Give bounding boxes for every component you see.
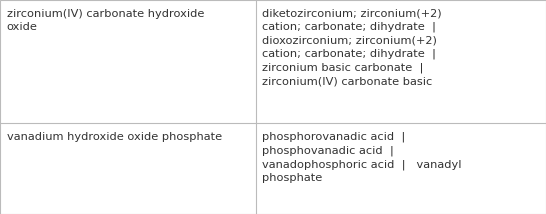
Text: diketozirconium; zirconium(+2)
cation; carbonate; dihydrate  |
dioxozirconium; z: diketozirconium; zirconium(+2) cation; c… — [262, 9, 442, 86]
Text: vanadium hydroxide oxide phosphate: vanadium hydroxide oxide phosphate — [7, 132, 222, 142]
Text: zirconium(IV) carbonate hydroxide
oxide: zirconium(IV) carbonate hydroxide oxide — [7, 9, 204, 32]
Text: phosphorovanadic acid  |
phosphovanadic acid  |
vanadophosphoric acid  |   vanad: phosphorovanadic acid | phosphovanadic a… — [262, 132, 461, 183]
